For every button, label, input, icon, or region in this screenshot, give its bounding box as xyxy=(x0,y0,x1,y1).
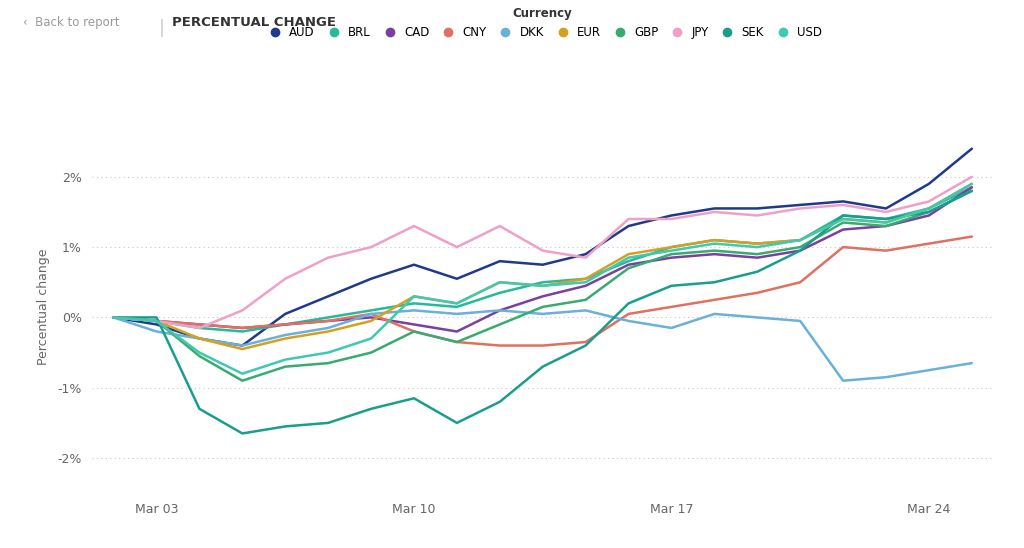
Text: PERCENTUAL CHANGE: PERCENTUAL CHANGE xyxy=(172,16,336,30)
Legend: AUD, BRL, CAD, CNY, DKK, EUR, GBP, JPY, SEK, USD: AUD, BRL, CAD, CNY, DKK, EUR, GBP, JPY, … xyxy=(263,7,822,39)
Text: |: | xyxy=(159,19,165,37)
Text: ‹  Back to report: ‹ Back to report xyxy=(23,16,119,30)
Y-axis label: Percentual change: Percentual change xyxy=(38,249,50,365)
